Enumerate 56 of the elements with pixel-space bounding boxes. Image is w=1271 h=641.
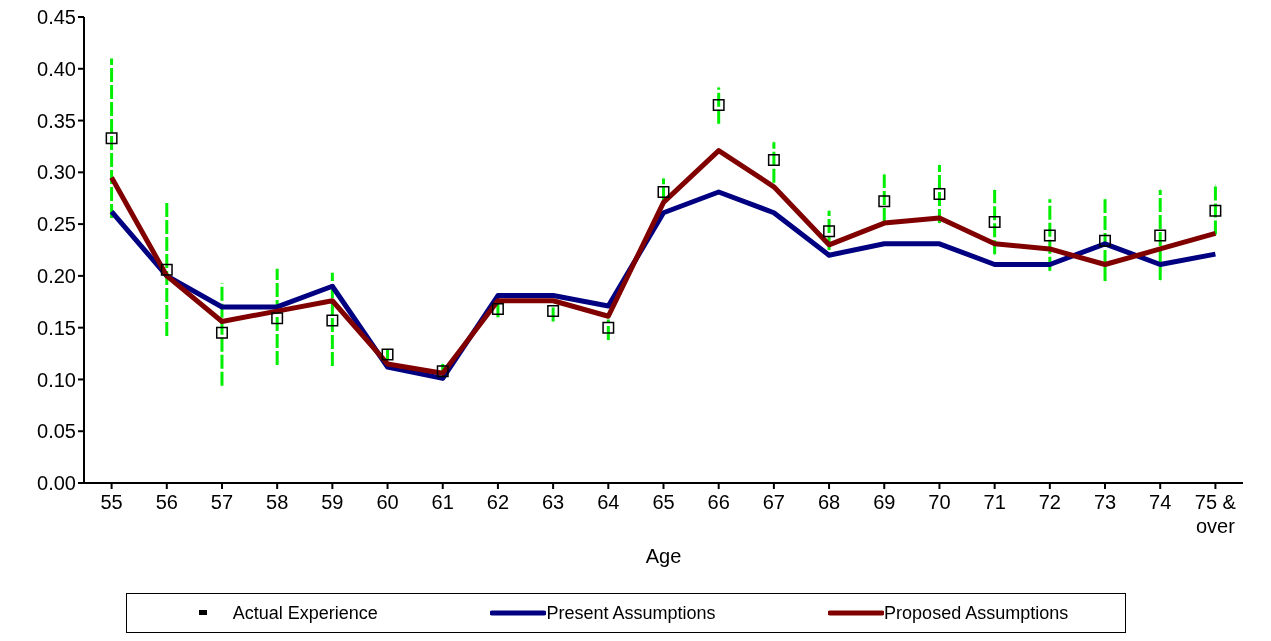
y-tick-label: 0.00 [37,472,76,495]
point [1043,229,1056,242]
x-tick-label: 61 [431,491,454,513]
y-tick-label: 0.40 [37,57,76,80]
point [326,314,339,327]
x-tick-label: 60 [376,491,399,513]
point [547,305,560,318]
x-tick-label: 75 & over [1194,491,1237,537]
point [491,303,504,316]
x-tick-label: 66 [707,491,730,513]
point [105,132,118,145]
x-tick-label: 70 [928,491,951,513]
point [271,312,284,325]
point [933,188,946,201]
x-tick-label: 64 [597,491,620,513]
x-tick-label: 63 [541,491,565,513]
x-axis-title: Age [645,545,682,567]
point [1099,234,1112,247]
y-tick-label: 0.15 [37,316,76,339]
x-tick-label: 74 [1149,491,1172,513]
x-tick-label: 68 [817,491,841,513]
point [1154,229,1167,242]
x-tick-label: 57 [210,491,234,513]
x-tick-label: 56 [155,491,178,513]
point [436,365,449,378]
y-tick-label: 0.45 [37,6,76,29]
x-tick-label: 72 [1038,491,1061,513]
x-tick-label: 65 [652,491,675,513]
x-tick-label: 73 [1093,491,1117,513]
point [657,186,670,198]
point [1209,204,1222,217]
x-tick-label: 69 [873,491,896,513]
y-tick-label: 0.20 [37,264,76,287]
x-tick-label: 67 [762,491,786,513]
legend-label: Present Assumptions [546,602,716,624]
point [823,225,836,238]
point [381,348,394,361]
y-tick-label: 0.10 [37,368,76,391]
x-tick-label: 55 [100,491,123,513]
x-tick-label: 62 [486,491,510,513]
point [878,195,891,208]
point [988,216,1001,229]
point [602,321,615,334]
point [160,263,173,276]
x-tick-label: 59 [321,491,344,513]
legend-label: Proposed Assumptions [884,602,1069,624]
point [712,99,725,112]
y-tick-label: 0.05 [37,420,76,443]
y-tick-label: 0.35 [37,109,76,132]
y-tick-label: 0.30 [37,161,76,184]
point [215,326,228,339]
legend-label: Actual Experience [232,602,378,624]
x-tick-label: 58 [266,491,289,513]
x-tick-label: 71 [983,491,1006,513]
point [767,153,780,166]
y-tick-label: 0.25 [37,213,76,236]
